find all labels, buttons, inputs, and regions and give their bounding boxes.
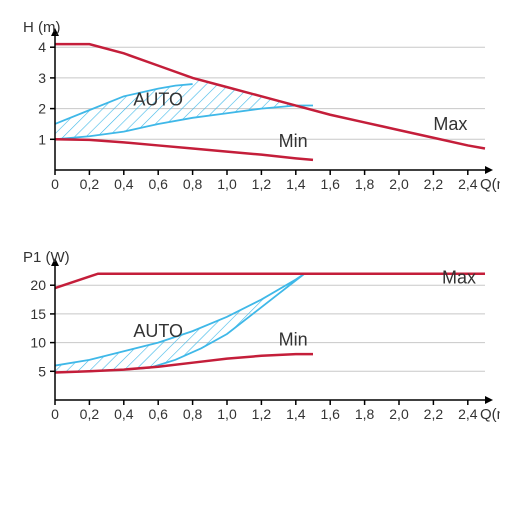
svg-text:1,0: 1,0 xyxy=(217,176,237,192)
svg-text:1,8: 1,8 xyxy=(355,176,375,192)
svg-text:Q(m³/h): Q(m³/h) xyxy=(480,176,500,193)
svg-text:0,4: 0,4 xyxy=(114,406,134,422)
svg-text:1,6: 1,6 xyxy=(320,176,340,192)
svg-text:15: 15 xyxy=(30,306,46,322)
svg-text:0,6: 0,6 xyxy=(148,176,168,192)
svg-text:0,2: 0,2 xyxy=(80,406,100,422)
svg-text:AUTO: AUTO xyxy=(133,321,183,341)
svg-text:2,4: 2,4 xyxy=(458,176,478,192)
svg-text:1,2: 1,2 xyxy=(252,406,272,422)
svg-text:1,4: 1,4 xyxy=(286,176,306,192)
svg-text:5: 5 xyxy=(38,363,46,379)
svg-text:Max: Max xyxy=(433,114,467,134)
svg-text:AUTO: AUTO xyxy=(133,90,183,110)
svg-text:H (m): H (m) xyxy=(23,20,61,36)
svg-text:1,8: 1,8 xyxy=(355,406,375,422)
svg-text:2,2: 2,2 xyxy=(424,406,444,422)
svg-text:0,4: 0,4 xyxy=(114,176,134,192)
svg-text:Min: Min xyxy=(279,329,308,349)
svg-text:P1 (W): P1 (W) xyxy=(23,249,70,266)
svg-text:Q(m³/h): Q(m³/h) xyxy=(480,406,500,423)
svg-text:10: 10 xyxy=(30,335,46,351)
svg-text:3: 3 xyxy=(38,70,46,86)
svg-text:4: 4 xyxy=(38,39,46,55)
svg-text:2,4: 2,4 xyxy=(458,406,478,422)
svg-text:20: 20 xyxy=(30,277,46,293)
svg-text:2,2: 2,2 xyxy=(424,176,444,192)
svg-text:0,6: 0,6 xyxy=(148,406,168,422)
svg-text:Max: Max xyxy=(442,267,476,287)
chart-container: 0 0,2 0,4 0,6 0,8 1,0 1,2 1,4 1,6 1,8 2,0 2,2 2,4 1 2 3… xyxy=(0,0,510,510)
svg-text:0,8: 0,8 xyxy=(183,406,203,422)
svg-text:0: 0 xyxy=(51,176,59,192)
svg-text:2,0: 2,0 xyxy=(389,176,409,192)
svg-text:2,0: 2,0 xyxy=(389,406,409,422)
svg-text:Min: Min xyxy=(279,131,308,151)
svg-text:1,0: 1,0 xyxy=(217,406,237,422)
svg-text:1,6: 1,6 xyxy=(320,406,340,422)
svg-text:2: 2 xyxy=(38,101,46,117)
svg-text:0,8: 0,8 xyxy=(183,176,203,192)
svg-text:0: 0 xyxy=(51,406,59,422)
svg-text:1,4: 1,4 xyxy=(286,406,306,422)
svg-text:1: 1 xyxy=(38,131,46,147)
svg-text:1,2: 1,2 xyxy=(252,176,272,192)
svg-text:0,2: 0,2 xyxy=(80,176,100,192)
charts-svg: 0 0,2 0,4 0,6 0,8 1,0 1,2 1,4 1,6 1,8 2,0 2,2 2,4 1 2 3… xyxy=(10,20,500,490)
